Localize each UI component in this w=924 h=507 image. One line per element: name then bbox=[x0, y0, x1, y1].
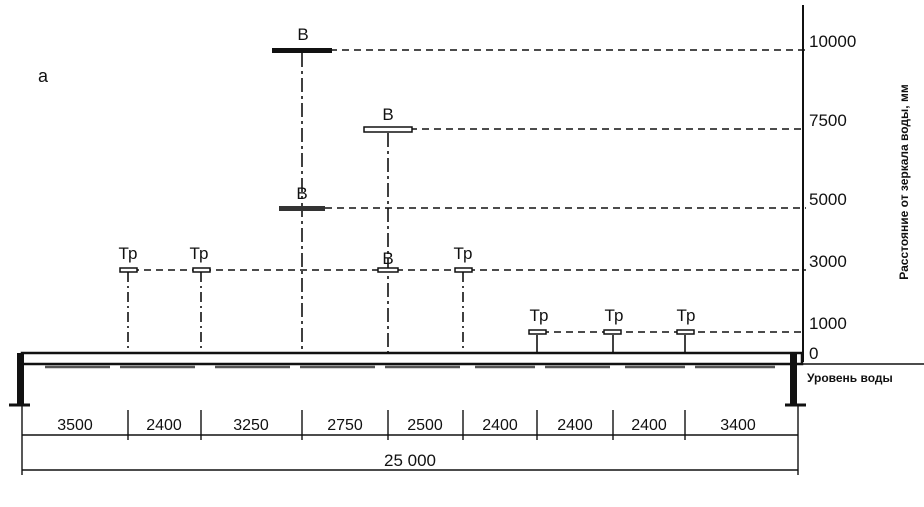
springboard-3 bbox=[454, 267, 473, 273]
level-label-5000: 5000 bbox=[809, 190, 847, 209]
pool-edge bbox=[20, 351, 804, 366]
springboard-1 bbox=[119, 267, 138, 273]
marker-label-9: Тр bbox=[605, 306, 624, 325]
platform-3000 bbox=[377, 267, 399, 273]
axis-title: Расстояние от зеркала воды, мм bbox=[897, 84, 911, 280]
marker-label-3: В bbox=[297, 25, 308, 44]
spacing-8: 2400 bbox=[631, 417, 667, 434]
spacing-1: 3500 bbox=[57, 417, 93, 434]
spacing-ticks bbox=[127, 410, 686, 440]
spacing-6: 2400 bbox=[482, 417, 518, 434]
marker-label-8: Тр bbox=[530, 306, 549, 325]
marker-label-2: Тр bbox=[190, 244, 209, 263]
total-length: 25 000 bbox=[384, 451, 436, 470]
springboard-4 bbox=[528, 329, 547, 335]
spacing-3: 3250 bbox=[233, 417, 269, 434]
marker-label-4: В bbox=[296, 184, 307, 203]
spacing-4: 2750 bbox=[327, 417, 363, 434]
level-label-3000: 3000 bbox=[809, 252, 847, 271]
platform-5000 bbox=[279, 206, 325, 211]
marker-label-6: В bbox=[382, 249, 393, 268]
spacing-7: 2400 bbox=[557, 417, 593, 434]
marker-label-5: В bbox=[382, 105, 393, 124]
level-label-7500: 7500 bbox=[809, 111, 847, 130]
panel-label: а bbox=[38, 66, 49, 86]
spacing-2: 2400 bbox=[146, 417, 182, 434]
springboard-2 bbox=[192, 267, 211, 273]
marker-label-7: Тр bbox=[454, 244, 473, 263]
marker-label-1: Тр bbox=[119, 244, 138, 263]
pool-wall-right bbox=[790, 353, 797, 405]
level-label-1000: 1000 bbox=[809, 314, 847, 333]
marker-label-10: Тр bbox=[677, 306, 696, 325]
water-level-label: Уровень воды bbox=[807, 371, 893, 385]
springboard-6 bbox=[676, 329, 695, 335]
level-label-10000: 10000 bbox=[809, 32, 856, 51]
platform-10000 bbox=[272, 48, 332, 53]
pool-wall-left bbox=[17, 353, 24, 405]
spacing-9: 3400 bbox=[720, 417, 756, 434]
level-label-0: 0 bbox=[809, 344, 818, 363]
springboard-5 bbox=[603, 329, 622, 335]
spacing-5: 2500 bbox=[407, 417, 443, 434]
platform-7500 bbox=[363, 126, 413, 133]
